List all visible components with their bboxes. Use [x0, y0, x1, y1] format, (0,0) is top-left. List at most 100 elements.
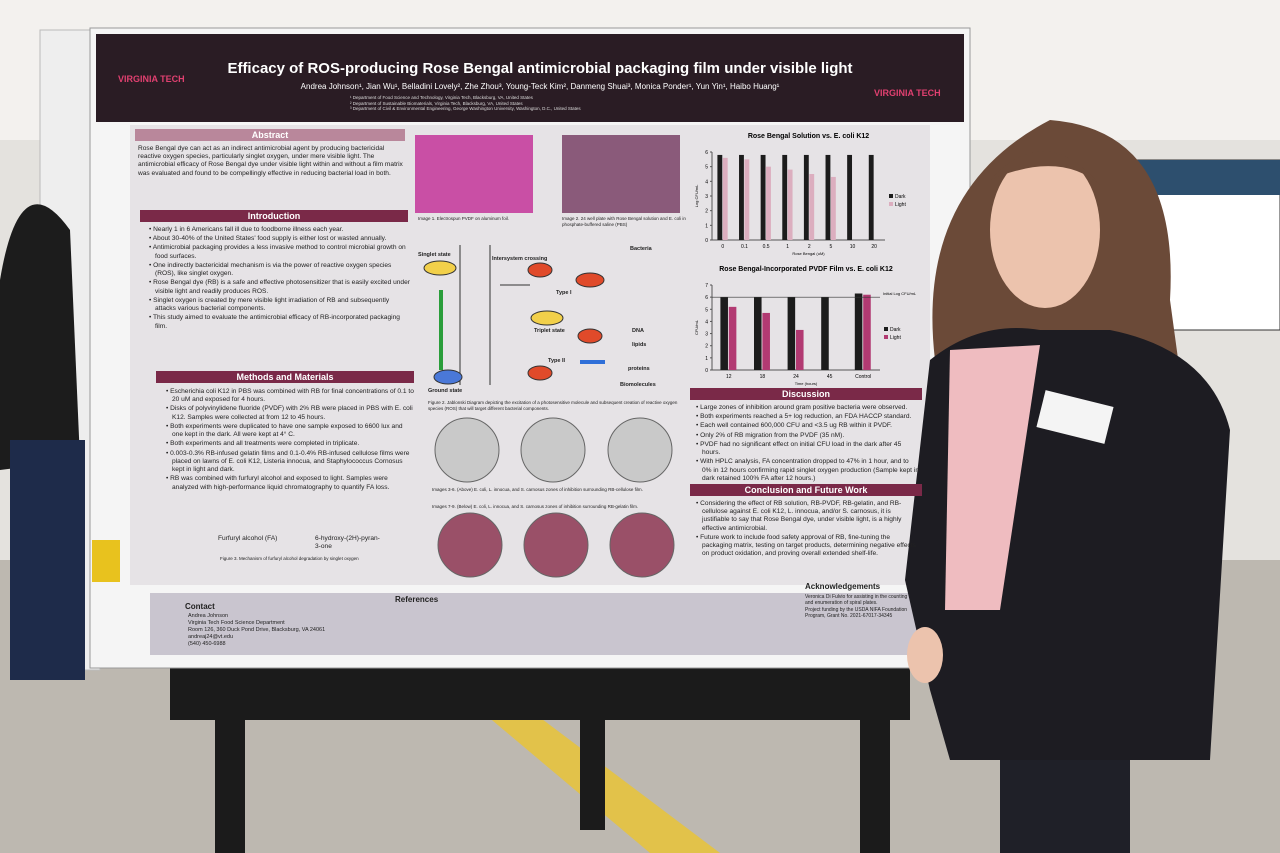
- list-item: ¹ Department of Food Science and Technol…: [350, 95, 533, 100]
- legend-label: Light: [895, 202, 906, 208]
- introduction-list: Nearly 1 in 6 Americans fall ill due to …: [148, 226, 410, 332]
- bar: [754, 297, 762, 370]
- diagram-label: Biomolecules: [620, 382, 656, 388]
- conclusion-list: Considering the effect of RB solution, R…: [695, 500, 920, 560]
- list-item: With HPLC analysis, FA concentration dro…: [695, 458, 920, 483]
- jablonski-diagram: [423, 245, 605, 385]
- x-tick-label: 20: [871, 244, 877, 250]
- y-tick-label: 5: [705, 307, 708, 313]
- y-tick-label: 2: [705, 344, 708, 350]
- y-tick-label: 0: [705, 238, 708, 244]
- list-item: About 30-40% of the United States' food …: [148, 235, 410, 243]
- x-tick-label: 5: [830, 244, 833, 250]
- list-item: One indirectly bactericidal mechanism is…: [148, 262, 410, 278]
- bar: [796, 329, 804, 370]
- y-tick-label: 1: [705, 356, 708, 362]
- bar: [728, 306, 737, 370]
- person: [905, 120, 1230, 853]
- bar: [744, 159, 750, 240]
- annotation: Initial Log CFU/mL: [883, 291, 917, 296]
- section-heading: Conclusion and Future Work: [690, 484, 922, 496]
- list-item: Virginia Tech Food Science Department: [188, 619, 285, 626]
- x-tick-label: 45: [827, 374, 833, 380]
- bar: [821, 297, 829, 370]
- diagram-label: Singlet state: [418, 252, 451, 258]
- bar: [868, 154, 874, 240]
- bar: [847, 154, 853, 240]
- legend-swatch: [889, 194, 893, 198]
- caption: Image 2. 24 well plate with Rose Bengal …: [562, 216, 686, 227]
- bar: [854, 293, 863, 370]
- poster-title: Efficacy of ROS-producing Rose Bengal an…: [227, 60, 853, 77]
- bar: [762, 312, 770, 370]
- logo-right: VIRGINIA TECH: [874, 88, 941, 98]
- diagram-label: Bacteria: [630, 246, 652, 252]
- list-item: andreaj24@vt.edu: [188, 633, 234, 640]
- diagram-label: Type II: [548, 358, 566, 364]
- x-axis-label: Time (hours): [795, 381, 818, 386]
- bar: [782, 154, 788, 240]
- chart-title: Rose Bengal-Incorporated PVDF Film vs. E…: [719, 266, 893, 273]
- list-item: RB was combined with furfuryl alcohol an…: [165, 475, 415, 491]
- y-tick-label: 6: [705, 295, 708, 301]
- easel-leg: [860, 700, 890, 853]
- list-item: Future work to include food safety appro…: [695, 534, 920, 559]
- list-item: Room 126, 360 Duck Pond Drive, Blacksbur…: [188, 626, 326, 633]
- diagram-label: Ground state: [428, 388, 463, 394]
- list-item: ² Department of Sustainable Biomaterials…: [350, 100, 523, 106]
- bar: [825, 154, 831, 240]
- chart-title: Rose Bengal Solution vs. E. coli K12: [748, 133, 869, 140]
- list-item: Andrea Johnson: [188, 613, 229, 619]
- list-item: Escherichia coli K12 in PBS was combined…: [165, 388, 415, 404]
- diagram-label: Intersystem crossing: [492, 256, 548, 262]
- list-item: Disks of polyvinylidene fluoride (PVDF) …: [165, 405, 415, 421]
- logo-left: VIRGINIA TECH: [118, 74, 185, 84]
- easel-leg: [215, 715, 245, 853]
- list-item: Both experiments and all treatments were…: [165, 440, 415, 448]
- image-pvdf: [415, 135, 533, 213]
- bar: [787, 169, 793, 240]
- image-wellplate: [562, 135, 680, 213]
- plates: [434, 417, 675, 578]
- x-tick-label: Control: [855, 374, 871, 380]
- list-item: Both experiments were duplicated to have…: [165, 423, 415, 439]
- legend-label: Dark: [890, 327, 901, 333]
- legend-swatch: [889, 202, 893, 206]
- x-tick-label: 12: [726, 374, 732, 380]
- references-heading: References: [395, 595, 439, 604]
- formula-right: 6-hydroxy-(2H)-pyran-3-one: [315, 535, 380, 551]
- y-tick-label: 3: [705, 194, 708, 200]
- x-tick-label: 0.5: [763, 244, 770, 250]
- visitor: [0, 204, 120, 680]
- list-item: Each well contained 600,000 CFU and <3.5…: [695, 422, 920, 430]
- list-item: Veronica Di Fulvio for assisting in the …: [805, 594, 908, 607]
- x-tick-label: 1: [786, 244, 789, 250]
- easel: [170, 665, 910, 720]
- legend-swatch: [884, 335, 888, 339]
- list-item: Rose Bengal dye (RB) is a safe and effec…: [148, 279, 410, 295]
- legend-label: Dark: [895, 194, 906, 200]
- legend-label: Light: [890, 335, 901, 341]
- bar: [720, 297, 728, 370]
- list-item: Antimicrobial packaging provides a less …: [148, 244, 410, 260]
- easel-leg: [580, 700, 605, 830]
- bar: [722, 157, 728, 240]
- caption: Images 3-6. (Above) E. coli, L. innocua,…: [432, 487, 643, 492]
- bar: [863, 294, 871, 370]
- caption: Figure 2. Jablonski Diagram depicting th…: [428, 400, 678, 411]
- y-tick-label: 0: [705, 368, 708, 374]
- y-tick-label: 2: [705, 209, 708, 215]
- y-tick-label: 4: [705, 319, 708, 325]
- list-item: Only 2% of RB migration from the PVDF (3…: [695, 432, 920, 440]
- background-poster-header: [1135, 160, 1280, 195]
- caption: Images 7-9. (Below) E. coli, L. innocua,…: [432, 504, 639, 509]
- diagram-label: lipids: [632, 342, 647, 348]
- bar: [760, 154, 766, 240]
- x-tick-label: 2: [808, 244, 811, 250]
- x-tick-label: 10: [850, 244, 856, 250]
- x-tick-label: 18: [760, 374, 766, 380]
- legend-swatch: [884, 327, 888, 331]
- list-item: Large zones of inhibition around gram po…: [695, 404, 920, 412]
- x-tick-label: 0.1: [741, 244, 748, 250]
- diagram-label: Triplet state: [534, 328, 565, 334]
